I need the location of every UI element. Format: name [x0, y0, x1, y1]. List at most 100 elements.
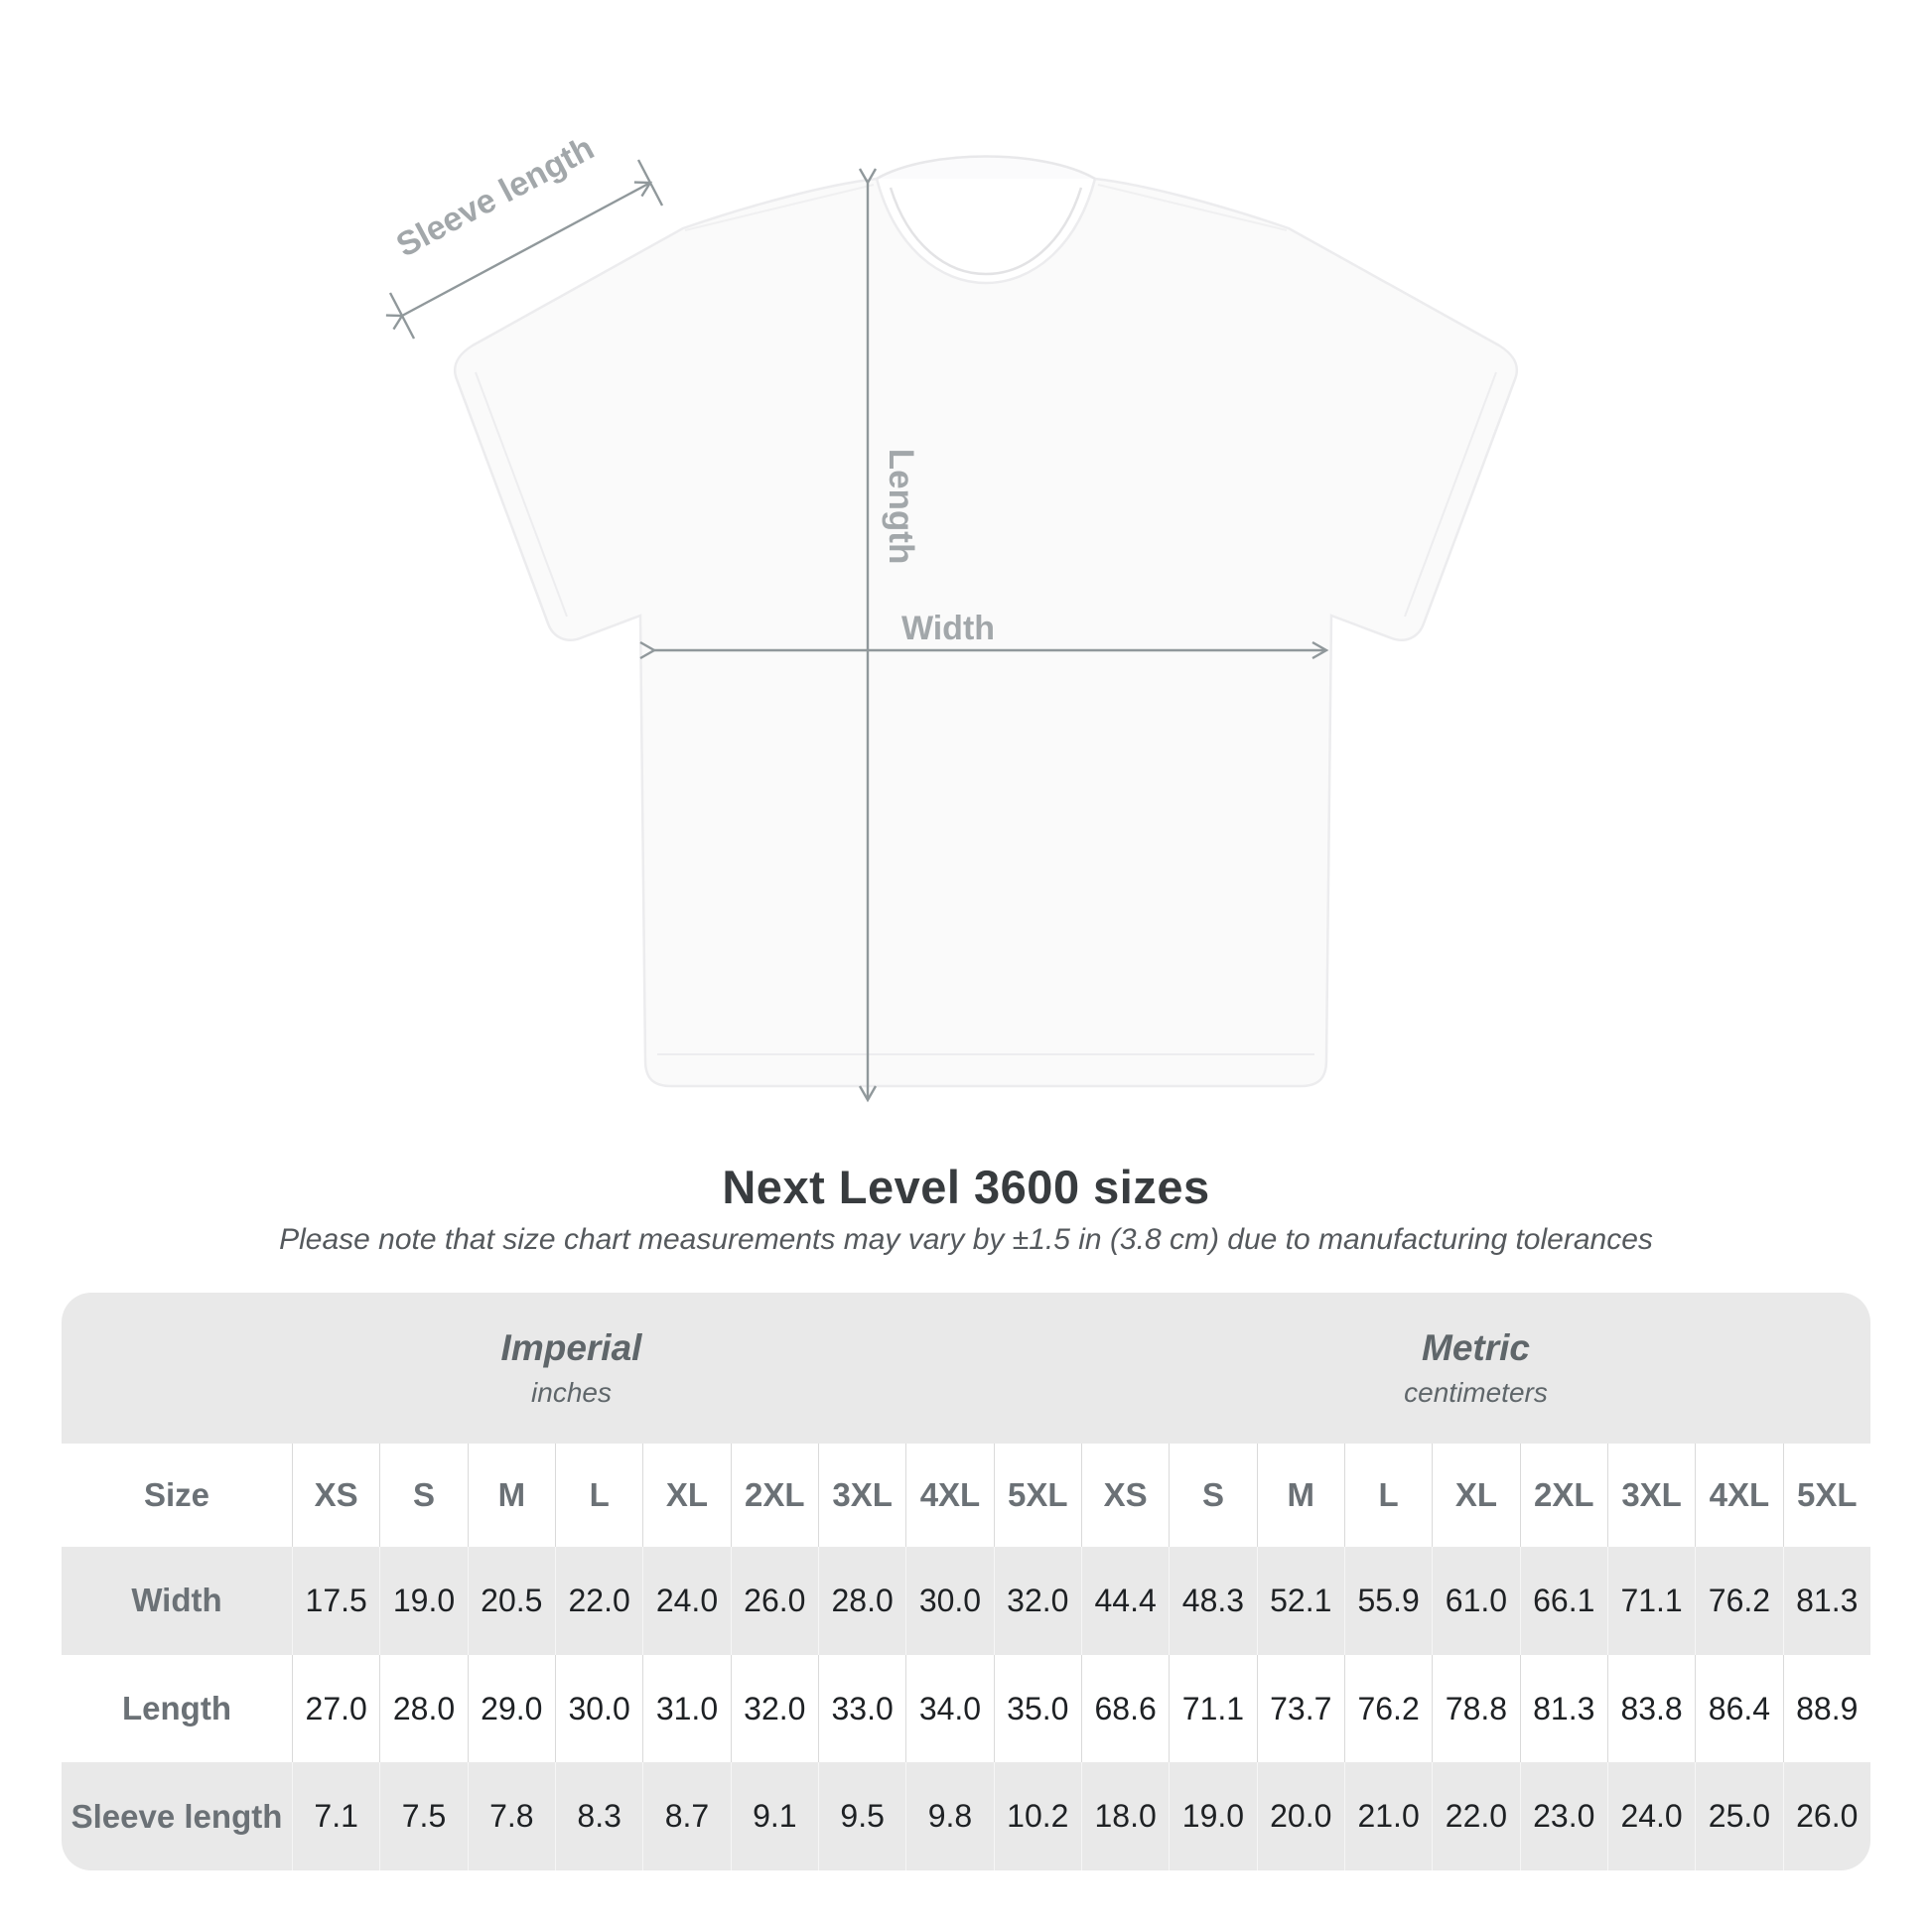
page-subtitle: Please note that size chart measurements… — [279, 1223, 1653, 1256]
value-cell: 55.9 — [1343, 1547, 1432, 1655]
value-cell: 19.0 — [1169, 1762, 1256, 1870]
size-column-header: S — [1169, 1444, 1256, 1547]
size-table: Imperial inches Metric centimeters Size X… — [62, 1293, 1870, 1870]
value-cell: 27.0 — [292, 1654, 379, 1763]
size-column-header: 4XL — [1695, 1444, 1782, 1547]
value-cell: 61.0 — [1432, 1547, 1519, 1655]
tshirt-body — [453, 177, 1519, 1088]
value-cell: 30.0 — [554, 1654, 642, 1763]
value-cell: 30.0 — [905, 1547, 993, 1655]
width-label: Width — [901, 610, 995, 647]
size-column-header: M — [1256, 1444, 1344, 1547]
value-cell: 9.8 — [905, 1762, 993, 1870]
value-cell: 48.3 — [1169, 1547, 1256, 1655]
tshirt-diagram: Length Width Sleeve length — [385, 129, 1519, 1103]
value-cell: 7.1 — [292, 1762, 379, 1870]
value-cell: 18.0 — [1080, 1762, 1169, 1870]
unit-group-metric: Metric centimeters — [1081, 1293, 1870, 1444]
value-cell: 19.0 — [379, 1547, 467, 1655]
value-cell: 26.0 — [730, 1547, 818, 1655]
tshirt-right-sleeve-seam — [1404, 371, 1497, 618]
value-cell: 20.0 — [1256, 1762, 1344, 1870]
length-label: Length — [882, 449, 920, 565]
value-cell: 22.0 — [554, 1547, 642, 1655]
value-cell: 10.2 — [993, 1762, 1081, 1870]
corner-header-size: Size — [143, 1476, 210, 1513]
value-cell: 31.0 — [642, 1654, 730, 1763]
value-cell: 8.7 — [642, 1762, 730, 1870]
value-cell: 28.0 — [379, 1654, 467, 1763]
tshirt-left-shoulder-seam — [684, 184, 875, 231]
size-column-header: 5XL — [993, 1444, 1081, 1547]
size-column-header: XS — [1080, 1444, 1169, 1547]
value-cell: 28.0 — [817, 1547, 905, 1655]
value-cell: 71.1 — [1606, 1547, 1695, 1655]
size-column-header: 5XL — [1782, 1444, 1870, 1547]
value-cell: 34.0 — [905, 1654, 993, 1763]
value-cell: 81.3 — [1782, 1547, 1870, 1655]
value-cell: 26.0 — [1782, 1762, 1870, 1870]
size-column-header: 4XL — [905, 1444, 993, 1547]
value-cell: 52.1 — [1256, 1547, 1344, 1655]
value-cell: 24.0 — [642, 1547, 730, 1655]
value-cell: 33.0 — [817, 1654, 905, 1763]
value-cell: 76.2 — [1343, 1654, 1432, 1763]
row-label: Width — [131, 1582, 222, 1619]
size-column-header: 2XL — [1519, 1444, 1607, 1547]
tshirt-left-sleeve-seam — [475, 371, 568, 618]
value-cell: 20.5 — [467, 1547, 555, 1655]
value-cell: 8.3 — [554, 1762, 642, 1870]
value-cell: 7.5 — [379, 1762, 467, 1870]
value-cell: 7.8 — [467, 1762, 555, 1870]
sleeve-measure-line — [385, 181, 653, 331]
metric-group-label: Metric — [1422, 1327, 1530, 1368]
value-cell: 68.6 — [1080, 1654, 1169, 1763]
value-cell: 23.0 — [1519, 1762, 1607, 1870]
value-cell: 32.0 — [730, 1654, 818, 1763]
size-column-header: XL — [642, 1444, 730, 1547]
value-cell: 83.8 — [1606, 1654, 1695, 1763]
measurement-row-length: Length 27.0 28.0 29.0 30.0 31.0 32.0 33.0 34.0 35… — [62, 1654, 1870, 1763]
value-cell: 21.0 — [1343, 1762, 1432, 1870]
value-cell: 71.1 — [1169, 1654, 1256, 1763]
imperial-group-unit: inches — [531, 1377, 612, 1408]
value-cell: 9.1 — [730, 1762, 818, 1870]
unit-groups-band: Imperial inches Metric centimeters — [62, 1293, 1870, 1444]
sleeve-length-label: Sleeve length — [390, 129, 600, 264]
size-column-header: 2XL — [730, 1444, 818, 1547]
size-column-header: L — [1343, 1444, 1432, 1547]
value-cell: 24.0 — [1606, 1762, 1695, 1870]
measurement-row-sleeve-length: Sleeve length 7.1 7.5 7.8 8.3 8.7 9.1 9.5 9.8 10.… — [62, 1762, 1870, 1870]
value-cell: 29.0 — [467, 1654, 555, 1763]
value-cell: 76.2 — [1695, 1547, 1782, 1655]
metric-group-unit: centimeters — [1404, 1377, 1548, 1408]
value-cell: 44.4 — [1080, 1547, 1169, 1655]
value-cell: 22.0 — [1432, 1762, 1519, 1870]
tshirt-collar-back — [876, 155, 1096, 181]
value-cell: 81.3 — [1519, 1654, 1607, 1763]
value-cell: 78.8 — [1432, 1654, 1519, 1763]
size-table-rows: Size XS S M L XL 2XL 3XL 4XL 5XL XS S M L XL 2XL 3XL 4XL 5… — [62, 1444, 1870, 1870]
tshirt-collar-band — [889, 187, 1083, 276]
size-column-header: L — [554, 1444, 642, 1547]
unit-group-imperial: Imperial inches — [62, 1293, 1081, 1444]
imperial-group-label: Imperial — [500, 1327, 642, 1368]
row-label: Sleeve length — [70, 1797, 283, 1835]
size-header-row: Size XS S M L XL 2XL 3XL 4XL 5XL XS S M L XL 2XL 3XL 4XL 5… — [62, 1444, 1870, 1547]
value-cell: 86.4 — [1695, 1654, 1782, 1763]
value-cell: 25.0 — [1695, 1762, 1782, 1870]
value-cell: 35.0 — [993, 1654, 1081, 1763]
size-column-header: M — [467, 1444, 555, 1547]
value-cell: 32.0 — [993, 1547, 1081, 1655]
tshirt-right-shoulder-seam — [1097, 184, 1288, 231]
size-column-header: XS — [292, 1444, 379, 1547]
value-cell: 17.5 — [292, 1547, 379, 1655]
row-label: Length — [122, 1690, 231, 1726]
value-cell: 66.1 — [1519, 1547, 1607, 1655]
page-title: Next Level 3600 sizes — [722, 1161, 1210, 1213]
sleeve-measure-tick-start — [388, 292, 416, 340]
sleeve-measure-tick-end — [636, 159, 664, 207]
value-cell: 9.5 — [817, 1762, 905, 1870]
value-cell: 73.7 — [1256, 1654, 1344, 1763]
